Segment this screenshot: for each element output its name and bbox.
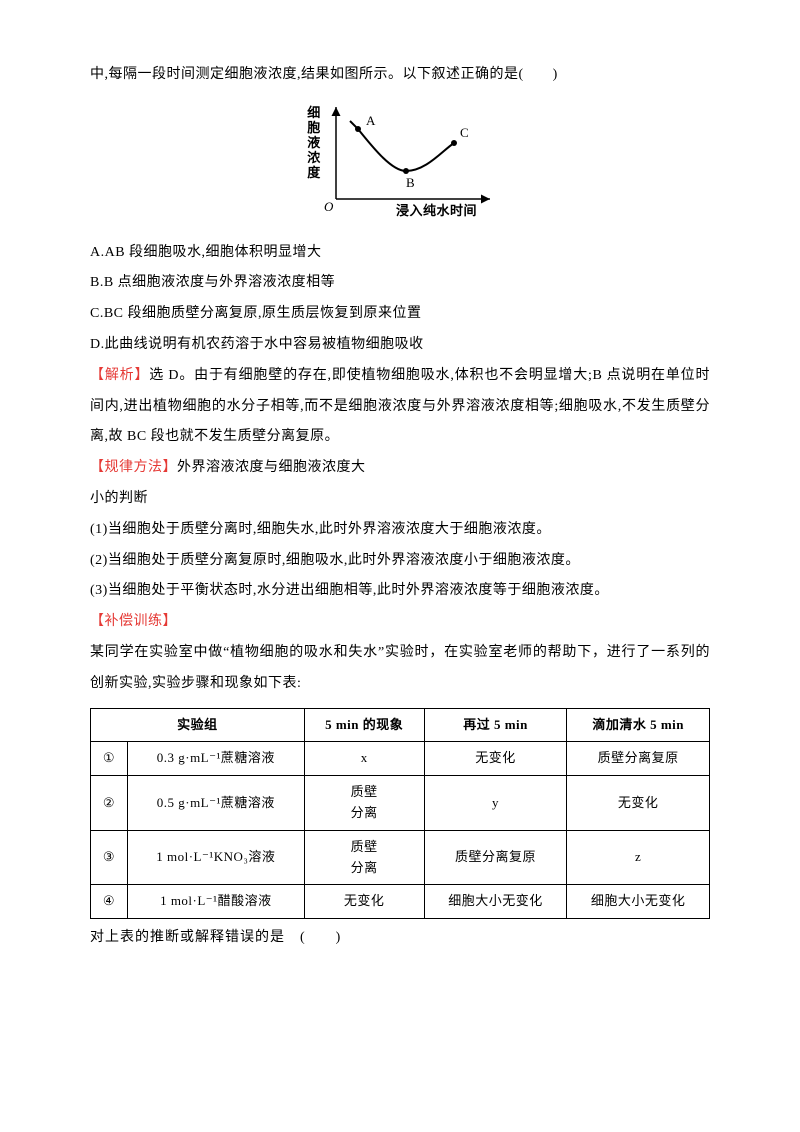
row3-c3: z (567, 830, 710, 885)
row2-c1-l1: 质壁 (351, 784, 378, 799)
rule-lead-text: 外界溶液浓度与细胞液浓度大 (177, 460, 366, 475)
question-stem: 中,每隔一段时间测定细胞液浓度,结果如图所示。以下叙述正确的是( ) (90, 60, 710, 91)
row2-c2: y (424, 776, 567, 831)
row1-c3: 质壁分离复原 (567, 742, 710, 776)
supplement-label: 【补偿训练】 (90, 607, 710, 638)
rule-lead: 【规律方法】外界溶液浓度与细胞液浓度大 (90, 453, 710, 484)
table-row: ④ 1 mol·L⁻¹醋酸溶液 无变化 细胞大小无变化 细胞大小无变化 (91, 885, 710, 919)
rule-item-2: (2)当细胞处于质壁分离复原时,细胞吸水,此时外界溶液浓度小于细胞液浓度。 (90, 546, 710, 577)
row3-c1: 质壁 分离 (304, 830, 424, 885)
svg-text:O: O (324, 199, 334, 214)
row1-group: 0.3 g·mL⁻¹蔗糖溶液 (128, 742, 305, 776)
th-another5: 再过 5 min (424, 708, 567, 742)
row3-c1-l1: 质壁 (351, 839, 378, 854)
row4-c1: 无变化 (304, 885, 424, 919)
table-header-row: 实验组 5 min 的现象 再过 5 min 滴加清水 5 min (91, 708, 710, 742)
rule-cont: 小的判断 (90, 484, 710, 515)
svg-text:液: 液 (307, 135, 321, 150)
rule-item-1: (1)当细胞处于质壁分离时,细胞失水,此时外界溶液浓度大于细胞液浓度。 (90, 515, 710, 546)
option-a: A.AB 段细胞吸水,细胞体积明显增大 (90, 238, 710, 269)
th-group: 实验组 (91, 708, 305, 742)
svg-text:细: 细 (307, 105, 321, 120)
row3-c1-l2: 分离 (351, 860, 378, 875)
row3-group: 1 mol·L⁻¹KNO₃溶液 (128, 830, 305, 885)
svg-text:浓: 浓 (307, 150, 321, 165)
analysis-label: 【解析】 (90, 368, 149, 383)
option-d: D.此曲线说明有机农药溶于水中容易被植物细胞吸收 (90, 330, 710, 361)
experiment-table: 实验组 5 min 的现象 再过 5 min 滴加清水 5 min ① 0.3 … (90, 708, 710, 920)
row2-idx: ② (91, 776, 128, 831)
svg-text:度: 度 (307, 165, 321, 180)
closing-question: 对上表的推断或解释错误的是 ( ) (90, 923, 710, 954)
row1-c1: x (304, 742, 424, 776)
svg-text:A: A (366, 113, 376, 128)
row4-idx: ④ (91, 885, 128, 919)
row4-c2: 细胞大小无变化 (424, 885, 567, 919)
supplement-paragraph: 某同学在实验室中做“植物细胞的吸水和失水”实验时，在实验室老师的帮助下，进行了一… (90, 638, 710, 700)
table-row: ② 0.5 g·mL⁻¹蔗糖溶液 质壁 分离 y 无变化 (91, 776, 710, 831)
row1-idx: ① (91, 742, 128, 776)
th-water5: 滴加清水 5 min (567, 708, 710, 742)
svg-text:B: B (406, 175, 415, 190)
rule-label: 【规律方法】 (90, 460, 177, 475)
row4-c3: 细胞大小无变化 (567, 885, 710, 919)
row2-c3: 无变化 (567, 776, 710, 831)
row3-idx: ③ (91, 830, 128, 885)
row2-group: 0.5 g·mL⁻¹蔗糖溶液 (128, 776, 305, 831)
svg-text:浸入纯水时间: 浸入纯水时间 (396, 203, 477, 218)
analysis-block: 【解析】选 D。由于有细胞壁的存在,即使植物细胞吸水,体积也不会明显增大;B 点… (90, 361, 710, 453)
row2-c1-l2: 分离 (351, 805, 378, 820)
svg-text:胞: 胞 (306, 120, 321, 135)
table-row: ① 0.3 g·mL⁻¹蔗糖溶液 x 无变化 质壁分离复原 (91, 742, 710, 776)
rule-item-3: (3)当细胞处于平衡状态时,水分进出细胞相等,此时外界溶液浓度等于细胞液浓度。 (90, 576, 710, 607)
concentration-chart: O 细胞液浓度浸入纯水时间 A B C (90, 91, 710, 238)
th-5min: 5 min 的现象 (304, 708, 424, 742)
analysis-text: 选 D。由于有细胞壁的存在,即使植物细胞吸水,体积也不会明显增大;B 点说明在单… (90, 368, 710, 445)
row2-c1: 质壁 分离 (304, 776, 424, 831)
option-b: B.B 点细胞液浓度与外界溶液浓度相等 (90, 268, 710, 299)
table-row: ③ 1 mol·L⁻¹KNO₃溶液 质壁 分离 质壁分离复原 z (91, 830, 710, 885)
row3-c2: 质壁分离复原 (424, 830, 567, 885)
svg-text:C: C (460, 125, 469, 140)
row1-c2: 无变化 (424, 742, 567, 776)
option-c: C.BC 段细胞质壁分离复原,原生质层恢复到原来位置 (90, 299, 710, 330)
row4-group: 1 mol·L⁻¹醋酸溶液 (128, 885, 305, 919)
